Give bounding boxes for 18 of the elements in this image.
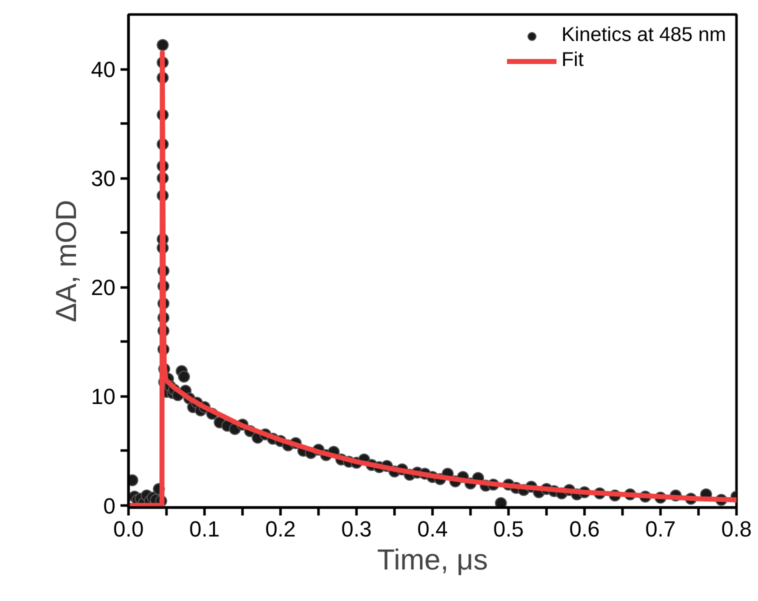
x-tick-label: 0.1 (189, 516, 220, 542)
x-tick-label: 0.4 (417, 516, 448, 542)
y-tick-label: 20 (91, 275, 116, 300)
x-tick-label: 0.6 (569, 516, 600, 542)
y-tick-label: 40 (91, 57, 116, 82)
x-tick-label: 0.5 (493, 516, 524, 542)
y-tick-label: 30 (91, 166, 116, 192)
legend-label: Fit (561, 49, 584, 72)
y-tick-label: 10 (91, 384, 116, 410)
x-tick-label: 0.3 (341, 516, 372, 542)
y-tick-label: 0 (103, 493, 116, 518)
x-axis-title: Time, μs (377, 544, 488, 576)
x-tick-label: 0.8 (721, 516, 752, 542)
legend-label: Kinetics at 485 nm (561, 24, 726, 47)
x-tick-label: 0.7 (645, 516, 676, 542)
x-tick-label: 0.0 (113, 516, 144, 542)
x-tick-label: 0.2 (265, 516, 296, 542)
y-axis-title: ΔA, mOD (51, 200, 84, 322)
